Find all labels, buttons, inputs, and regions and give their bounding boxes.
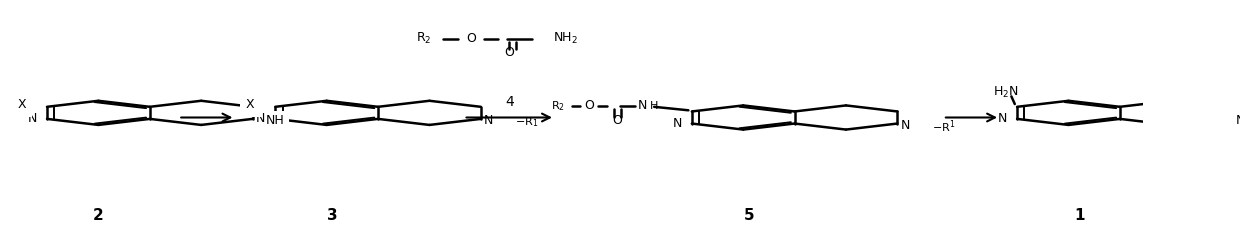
Text: X: X [17, 98, 26, 111]
Text: N: N [997, 112, 1007, 125]
Text: O: O [505, 46, 515, 59]
Text: R$_2$: R$_2$ [415, 31, 432, 46]
Text: O: O [613, 114, 622, 127]
Text: N: N [639, 99, 647, 112]
Text: 4: 4 [505, 95, 513, 110]
Text: N: N [672, 117, 682, 129]
Text: $\mathregular{-R_1}$: $\mathregular{-R_1}$ [515, 115, 538, 129]
Text: N: N [484, 114, 494, 127]
Text: N: N [27, 112, 37, 125]
Text: N: N [255, 112, 265, 125]
Text: O: O [584, 99, 594, 112]
Text: X: X [246, 98, 254, 111]
Text: R$_2$: R$_2$ [552, 99, 565, 113]
Text: 2: 2 [93, 208, 104, 223]
Text: NH: NH [1236, 114, 1240, 127]
Text: 5: 5 [744, 208, 754, 223]
Text: $\mathregular{-R^1}$: $\mathregular{-R^1}$ [931, 118, 955, 135]
Text: 3: 3 [327, 208, 337, 223]
Text: 1: 1 [1075, 208, 1085, 223]
Text: N: N [900, 119, 910, 132]
Text: H: H [650, 101, 658, 111]
Text: NH$_2$: NH$_2$ [553, 31, 578, 46]
Text: O: O [466, 32, 476, 45]
Text: H$_2$N: H$_2$N [993, 85, 1018, 100]
Text: NH: NH [267, 114, 285, 127]
